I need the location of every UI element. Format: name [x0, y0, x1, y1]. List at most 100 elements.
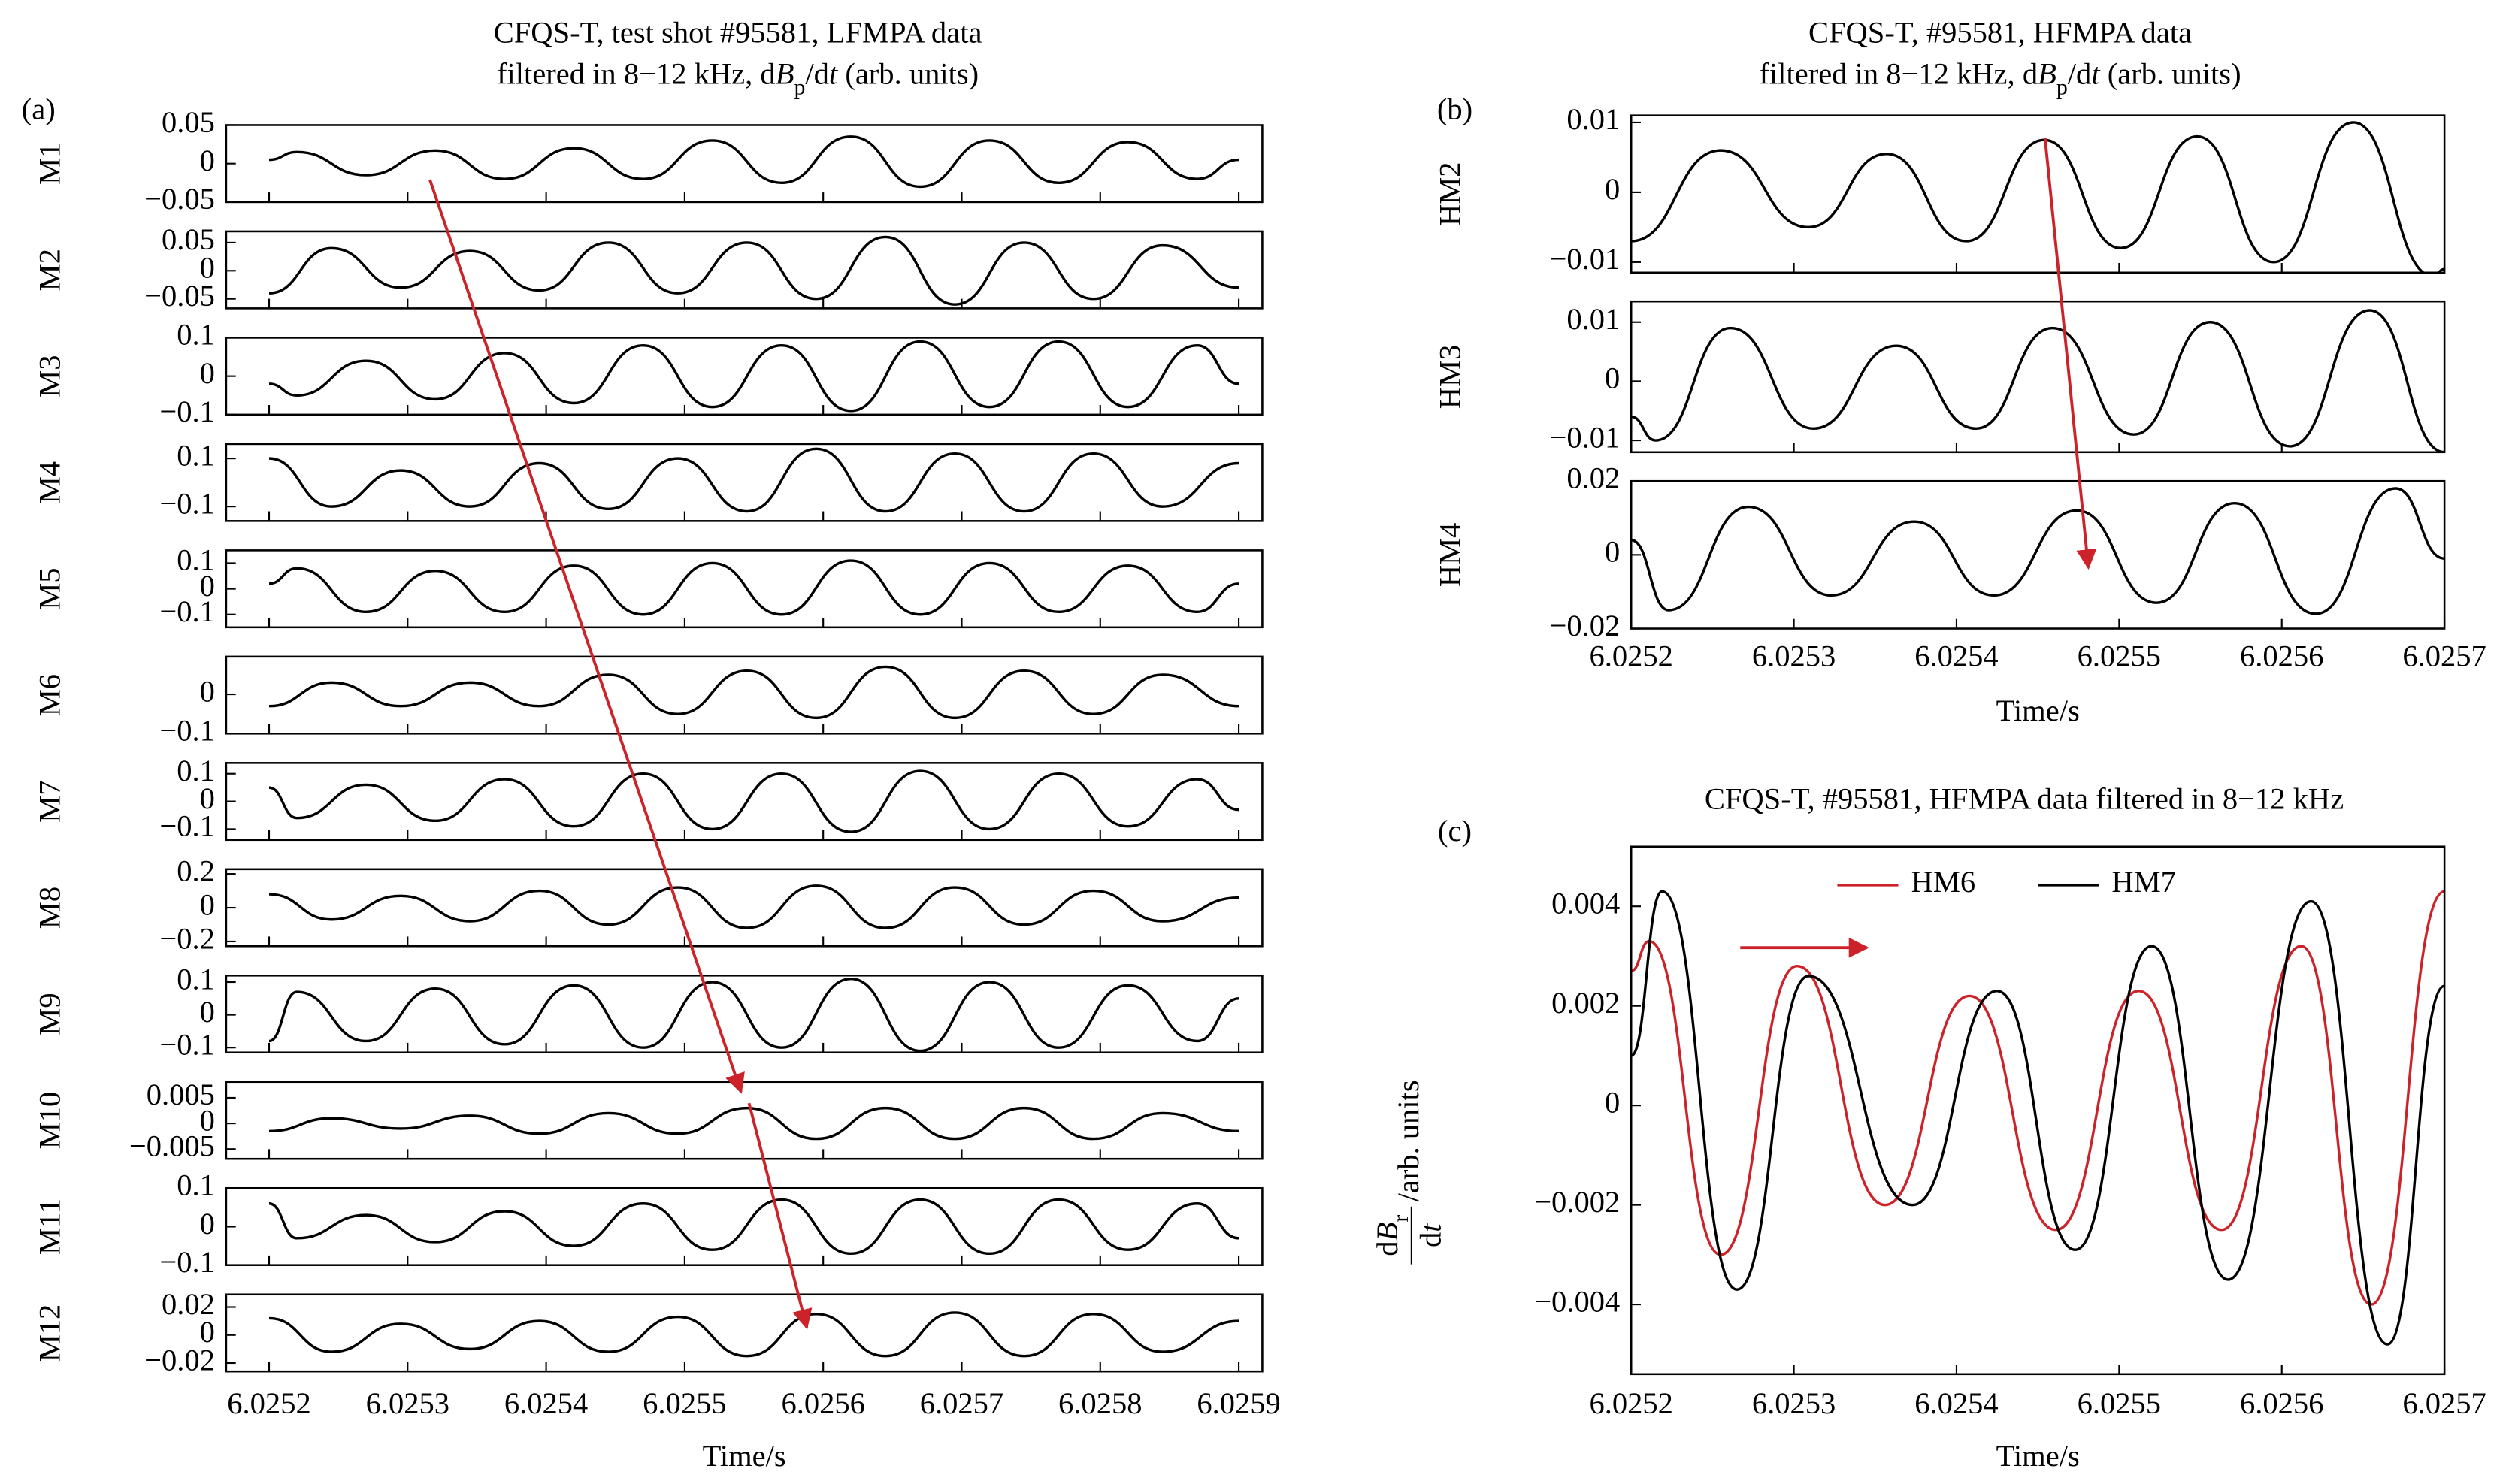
waveform — [1631, 309, 2445, 452]
y-axis-label: M5 — [33, 567, 67, 609]
waveform — [268, 235, 1239, 306]
legend-label: HM6 — [1911, 865, 1976, 899]
y-axis-label: M1 — [33, 143, 67, 185]
y-axis-label: M11 — [33, 1198, 67, 1255]
y-tick-label: 0.02 — [1566, 461, 1620, 495]
axes-frame — [225, 549, 1264, 629]
x-tick-label: 6.0257 — [920, 1386, 1003, 1420]
y-tick-label: −0.005 — [129, 1129, 215, 1163]
phase-arrow — [747, 1102, 813, 1330]
waveform — [269, 884, 1239, 929]
y-tick-label: 0.1 — [177, 318, 215, 352]
y-axis-label: M6 — [33, 674, 67, 716]
x-tick-label: 6.0253 — [1752, 639, 1836, 672]
y-tick-label: 0 — [200, 251, 215, 285]
y-tick-label: 0.005 — [147, 1077, 215, 1111]
axes-frame — [225, 1186, 1264, 1266]
x-tick-label: 6.0252 — [227, 1386, 310, 1420]
waveform — [269, 1106, 1239, 1141]
y-tick-label: 0.05 — [162, 222, 215, 256]
axes-frame — [1630, 300, 2446, 454]
axes-frame — [225, 868, 1264, 948]
y-axis-label: HM4 — [1433, 523, 1467, 588]
y-axis-label: M4 — [33, 461, 67, 503]
y-tick-label: −0.01 — [1549, 420, 1620, 454]
x-tick-label: 6.0256 — [781, 1386, 864, 1420]
y-tick-label: −0.05 — [144, 279, 215, 313]
y-tick-label: 0.2 — [177, 854, 215, 887]
y-tick-label: −0.1 — [159, 1027, 215, 1061]
x-tick-label: 6.0255 — [643, 1386, 726, 1420]
y-tick-label: −0.004 — [1534, 1284, 1620, 1318]
x-tick-label: 6.0255 — [2078, 1386, 2161, 1420]
axes-frame — [225, 655, 1264, 735]
y-tick-label: 0.02 — [162, 1287, 215, 1321]
y-tick-label: 0.004 — [1551, 887, 1620, 920]
x-tick-label: 6.0253 — [1752, 1386, 1836, 1420]
x-tick-label: 6.0252 — [1589, 1386, 1672, 1420]
waveform — [1631, 121, 2445, 273]
x-tick-label: 6.0257 — [2402, 639, 2486, 672]
waveform — [268, 447, 1239, 513]
y-tick-label: 0.01 — [1566, 102, 1620, 136]
y-tick-label: 0 — [200, 144, 215, 177]
title-fragment: (arb. units) — [2100, 57, 2241, 91]
annotation-arrows — [428, 138, 2097, 1330]
y-axis-label: M10 — [33, 1092, 67, 1150]
x-tick-label: 6.0257 — [2402, 1386, 2486, 1420]
y-axis-label: M2 — [33, 249, 67, 291]
x-tick-label: 6.0258 — [1058, 1386, 1142, 1420]
waveform — [268, 1198, 1239, 1256]
chart-title: CFQS-T, #95581, HFMPA data filtered in 8… — [1705, 781, 2344, 815]
axes-frame — [225, 230, 1264, 310]
y-tick-label: 0 — [200, 1103, 215, 1137]
y-axis-label: M3 — [33, 355, 67, 397]
y-tick-label: 0 — [200, 569, 215, 603]
x-tick-label: 6.0254 — [504, 1386, 588, 1420]
waveform — [268, 769, 1239, 833]
axes-frame — [225, 762, 1264, 842]
waveform — [268, 135, 1239, 189]
y-tick-label: −0.002 — [1534, 1185, 1620, 1219]
title-fragment: filtered in 8−12 kHz, d — [497, 57, 776, 91]
title-fragment: t — [2091, 57, 2101, 91]
label-fragment: t — [1414, 1223, 1448, 1232]
x-axis-label: Time/s — [1996, 1439, 2080, 1473]
y-tick-label: 0 — [200, 674, 215, 708]
y-tick-label: 0 — [200, 887, 215, 921]
axes-frame — [225, 337, 1264, 416]
y-axis-label: M9 — [33, 993, 67, 1035]
chart-title: filtered in 8−12 kHz, dBp/dt (arb. units… — [1759, 57, 2241, 100]
title-fragment: B — [2038, 57, 2056, 91]
y-tick-label: −0.02 — [1549, 609, 1620, 642]
x-tick-label: 6.0255 — [2078, 639, 2161, 672]
y-tick-label: 0 — [1605, 1085, 1620, 1119]
waveform — [268, 559, 1239, 616]
y-tick-label: 0.1 — [177, 1168, 215, 1202]
title-fragment: t — [829, 57, 839, 91]
axes-frame — [1630, 479, 2446, 630]
waveform — [1631, 890, 2445, 1346]
y-tick-label: 0 — [200, 995, 215, 1029]
y-tick-label: −0.1 — [159, 714, 215, 748]
y-tick-label: −0.1 — [159, 594, 215, 628]
y-tick-label: −0.1 — [159, 394, 215, 428]
y-tick-label: 0 — [1605, 172, 1620, 206]
title-fragment: /d — [805, 57, 829, 91]
chart-title: CFQS-T, test shot #95581, LFMPA data — [494, 15, 982, 49]
y-tick-label: 0 — [200, 356, 215, 390]
y-label-denominator: dt — [1414, 1223, 1448, 1247]
waveform — [1631, 890, 2445, 1306]
title-fragment: p — [794, 75, 805, 100]
y-tick-label: 0.1 — [177, 962, 215, 996]
axes-frame — [1630, 114, 2446, 274]
y-tick-label: 0 — [200, 781, 215, 815]
panel-label: (c) — [1438, 814, 1472, 848]
y-tick-label: 0 — [1605, 535, 1620, 569]
waveform — [268, 340, 1239, 413]
y-tick-label: −0.2 — [159, 921, 215, 955]
title-fragment: p — [2056, 75, 2068, 100]
